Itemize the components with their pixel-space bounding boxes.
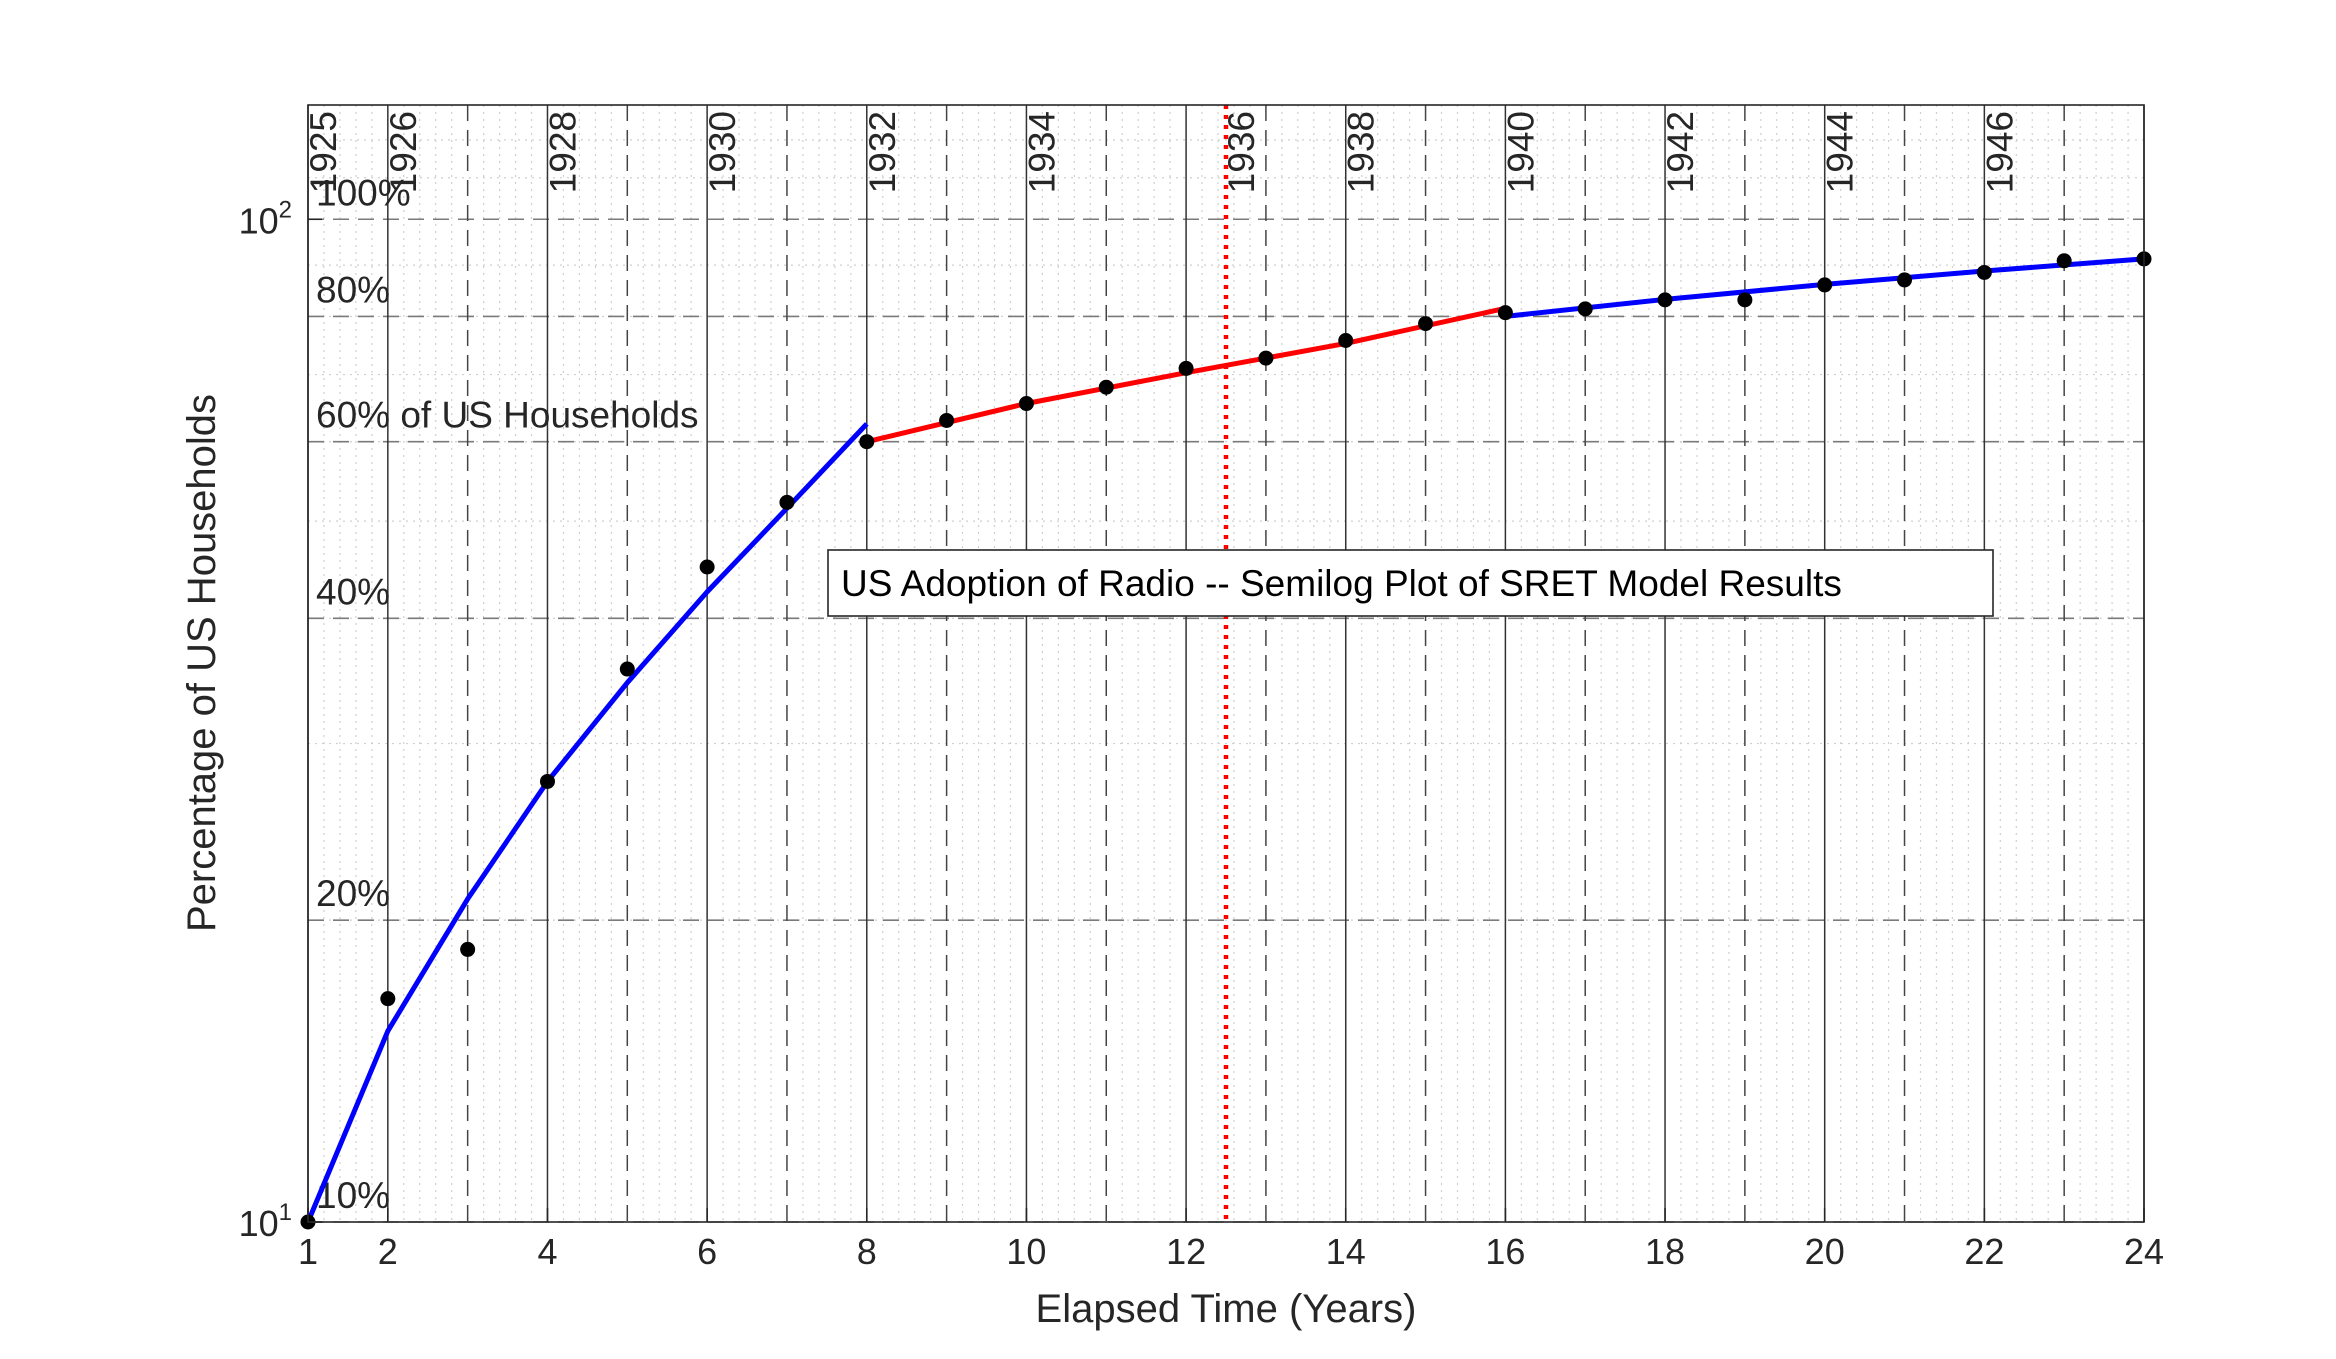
year-label: 1938 xyxy=(1341,111,1382,193)
year-label: 1936 xyxy=(1221,111,1262,193)
chart-title-frame xyxy=(827,549,1994,617)
x-tick-label: 22 xyxy=(1964,1231,2004,1272)
data-point xyxy=(1018,396,1034,412)
year-label: 1940 xyxy=(1500,111,1541,193)
x-tick-label: 4 xyxy=(537,1231,557,1272)
data-point xyxy=(1976,264,1992,280)
year-label: 1942 xyxy=(1660,111,1701,193)
data-point xyxy=(1338,332,1354,348)
percent-label: 10% xyxy=(316,1175,390,1216)
grid-layer xyxy=(308,105,2144,1223)
x-tick-label: 2 xyxy=(378,1231,398,1272)
data-point xyxy=(699,559,715,575)
data-point xyxy=(1897,272,1913,288)
percent-label: 40% xyxy=(316,571,390,612)
data-point xyxy=(779,494,795,510)
data-point xyxy=(1737,292,1753,308)
x-tick-label: 1 xyxy=(298,1231,318,1272)
y-tick-label: 101 xyxy=(239,1199,292,1244)
x-tick-label: 12 xyxy=(1166,1231,1206,1272)
data-point xyxy=(2056,253,2072,269)
x-tick-label: 14 xyxy=(1326,1231,1366,1272)
data-point xyxy=(1577,301,1593,317)
chart-title-box: US Adoption of Radio -- Semilog Plot of … xyxy=(827,549,1994,617)
plot-area-frame xyxy=(307,104,2145,1223)
year-label: 1926 xyxy=(383,111,424,193)
series-layer xyxy=(300,251,2152,1230)
data-point xyxy=(939,412,955,428)
data-point xyxy=(1258,350,1274,366)
year-labels: 1925 1926 1928 1930 1932 1934 1936 1938 1940 1942… xyxy=(303,111,2020,193)
data-point xyxy=(1098,379,1114,395)
data-point xyxy=(1418,316,1434,332)
year-label: 1932 xyxy=(862,111,903,193)
data-point xyxy=(460,941,476,957)
y-axis-title: Percentage of US Households xyxy=(180,394,224,932)
x-tick-label: 6 xyxy=(697,1231,717,1272)
percent-label: 60% of US Households xyxy=(316,395,699,436)
y-tick-label: 102 xyxy=(239,196,292,241)
y-axis-ticks: 101 102 xyxy=(239,196,322,1244)
x-tick-label: 20 xyxy=(1805,1231,1845,1272)
x-tick-label: 16 xyxy=(1485,1231,1525,1272)
year-lines xyxy=(307,105,2145,1222)
data-point xyxy=(859,434,875,450)
year-label: 1944 xyxy=(1820,111,1861,193)
data-point xyxy=(619,661,635,677)
year-label: 1925 xyxy=(303,111,344,193)
model-curve-segment xyxy=(305,422,869,1223)
percent-label: 80% xyxy=(316,269,390,310)
x-tick-label: 10 xyxy=(1006,1231,1046,1272)
percent-label: 100% xyxy=(316,172,411,213)
x-axis-title: Elapsed Time (Years) xyxy=(1036,1287,1417,1331)
percent-label: 20% xyxy=(316,873,390,914)
percent-labels: 100% 80% 60% of US Households 40% 20% 10% xyxy=(316,172,699,1216)
x-tick-label: 18 xyxy=(1645,1231,1685,1272)
x-tick-label: 24 xyxy=(2124,1231,2164,1272)
chart-title: US Adoption of Radio -- Semilog Plot of … xyxy=(841,563,1842,604)
data-point xyxy=(539,773,555,789)
data-point xyxy=(1817,277,1833,293)
data-point xyxy=(1497,305,1513,321)
x-tick-label: 8 xyxy=(857,1231,877,1272)
year-label: 1928 xyxy=(542,111,583,193)
x-axis-ticks: 1 2 4 6 8 10 12 14 16 18 20 22 24 xyxy=(298,1208,2164,1272)
data-point xyxy=(380,991,396,1007)
year-label: 1934 xyxy=(1021,111,1062,193)
data-point xyxy=(1178,360,1194,376)
year-label: 1930 xyxy=(702,111,743,193)
year-label: 1946 xyxy=(1979,111,2020,193)
data-point xyxy=(1657,292,1673,308)
